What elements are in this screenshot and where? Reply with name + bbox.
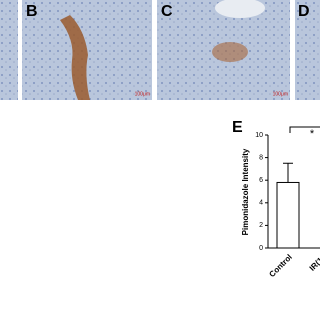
y-tick-label: 6 [259,177,263,184]
image-panel [295,0,320,100]
image-panel [0,0,18,100]
panel-label: E [232,119,243,136]
lumen [215,0,265,18]
scale-bar-label: 100μm [135,91,150,97]
x-tick-label: Control [267,253,293,279]
significance-bracket [289,126,320,133]
panel-label: B [26,3,38,20]
y-tick-label: 4 [259,200,263,207]
panel-label: D [298,3,310,20]
y-tick-label: 8 [259,154,263,161]
y-tick-label: 2 [259,222,263,229]
bar [276,181,300,249]
significance-label: * [310,128,315,140]
scale-bar-label: 100μm [273,91,288,97]
stain [60,15,90,100]
y-axis-label: Pimonidazole Intensity [241,148,250,235]
stain [212,42,248,62]
panel-label: C [161,3,173,20]
y-tick-label: 10 [255,132,263,139]
x-tick-label: IR(10 [308,252,320,273]
y-tick-label: 0 [259,245,263,252]
